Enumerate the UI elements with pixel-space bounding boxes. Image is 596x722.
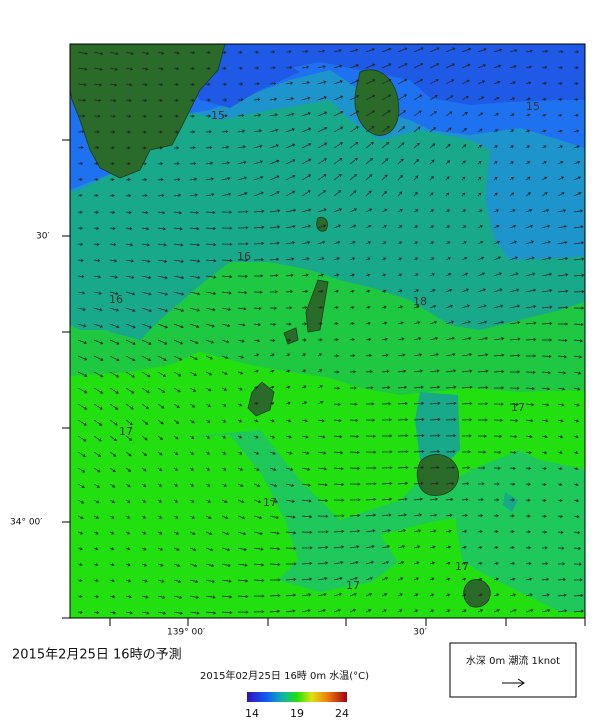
contour-labels: 15 15 16 16 18 17 17 17 17 17 xyxy=(109,100,540,592)
contour-label: 15 xyxy=(526,100,540,113)
sea-14 xyxy=(252,44,585,105)
contour-label: 17 xyxy=(455,560,469,573)
colorbar-label: 19 xyxy=(290,707,304,720)
lat-label: 30′ xyxy=(36,232,50,242)
sea-17 xyxy=(175,430,585,612)
contour-label: 16 xyxy=(237,250,251,263)
subtitle: 2015年02月25日 16時 0m 水温(°C) xyxy=(200,669,369,682)
map-area xyxy=(70,44,585,618)
contour-label: 17 xyxy=(511,401,525,414)
sea-18 xyxy=(415,392,460,470)
tick-marks xyxy=(62,139,586,626)
island xyxy=(305,279,329,333)
lon-label: 30′ xyxy=(413,628,427,638)
colorbar-label: 24 xyxy=(335,707,349,720)
contour-label: 17 xyxy=(119,425,133,438)
contour-label: 15 xyxy=(211,109,225,122)
island xyxy=(463,579,491,608)
island xyxy=(247,381,275,417)
contour-label: 16 xyxy=(109,293,123,306)
contour-label: 17 xyxy=(346,579,360,592)
contour-label: 17 xyxy=(263,496,277,509)
contour-label: 18 xyxy=(413,295,427,308)
colorbar xyxy=(247,692,347,702)
island xyxy=(354,69,400,136)
lon-label: 139° 00′ xyxy=(167,628,205,638)
island xyxy=(416,454,459,496)
title: 2015年2月25日 16時の予測 xyxy=(12,648,182,663)
legend-text: 水深 0m 潮流 1knot xyxy=(466,654,560,667)
sea-18 xyxy=(503,492,518,512)
current-arrows xyxy=(77,47,585,615)
lat-label: 34° 00′ xyxy=(10,518,42,528)
map-frame xyxy=(69,43,586,619)
colorbar-label: 14 xyxy=(245,707,259,720)
peninsula xyxy=(70,44,226,179)
island xyxy=(316,216,328,232)
legend-arrow xyxy=(502,678,525,688)
legend-box xyxy=(449,642,577,698)
ticks xyxy=(62,139,586,626)
